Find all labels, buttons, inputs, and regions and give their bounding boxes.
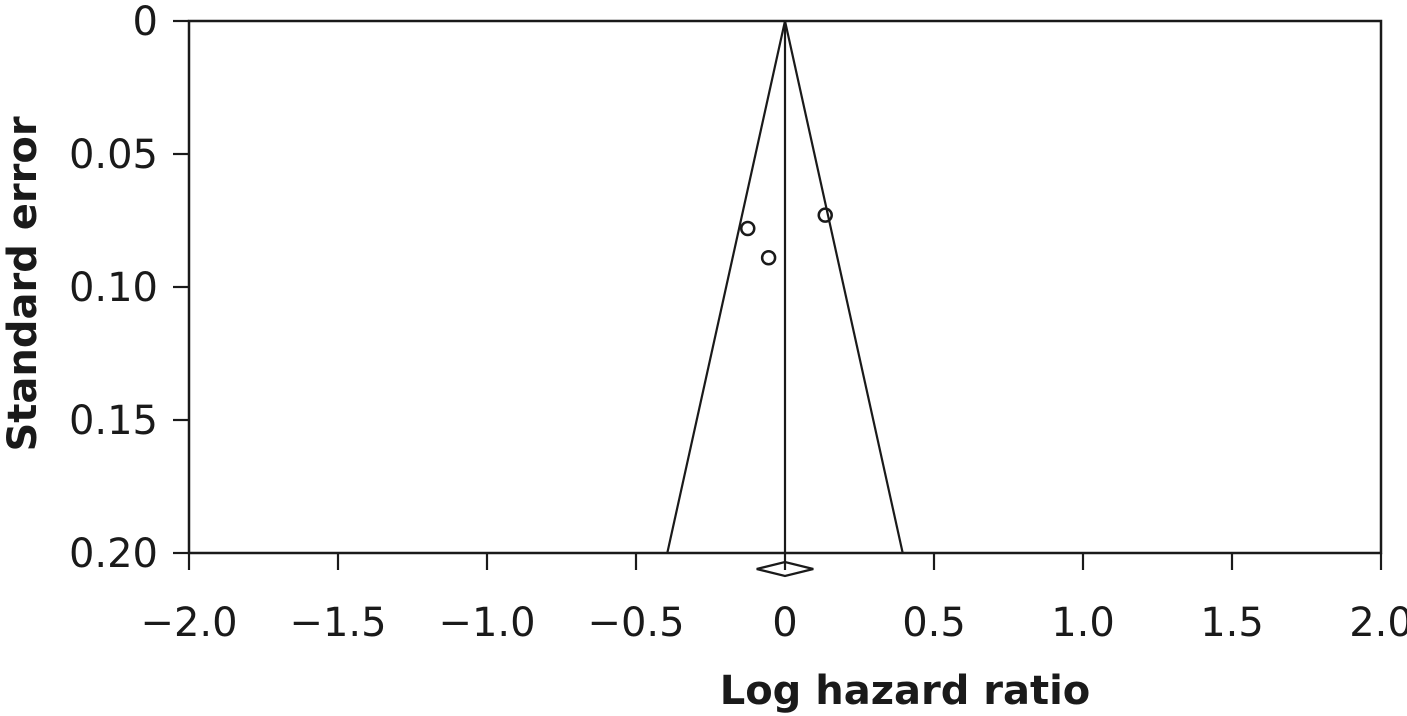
x-axis-title: Log hazard ratio [720,668,1091,714]
x-axis: −2.0 −1.5 −1.0 −0.5 0 0.5 1.0 1.5 2.0 [140,553,1407,646]
study-point-2 [760,249,777,266]
x-tick-label: −1.0 [438,600,535,646]
y-tick-label: 0.10 [69,265,158,311]
y-tick-label: 0.05 [69,132,158,178]
y-tick-label: 0.15 [69,398,158,444]
funnel-right-limit [783,20,904,554]
x-tick-label: 1.5 [1200,600,1264,646]
x-tick-label: 1.0 [1051,600,1115,646]
x-tick-label: 0.5 [902,600,966,646]
study-point-3 [817,207,833,223]
x-tick-label: 2.0 [1349,600,1407,646]
x-tick-label: −1.5 [289,600,386,646]
y-tick-label: 0 [133,0,158,45]
funnel-left-limit [666,20,787,554]
study-points [740,207,833,266]
y-axis: 0 0.05 0.10 0.15 0.20 [69,0,189,577]
x-tick-label: −2.0 [140,600,237,646]
x-tick-label: 0 [772,600,797,646]
study-point-1 [740,220,756,237]
funnel-region [666,20,904,554]
y-tick-label: 0.20 [69,531,158,577]
x-tick-label: −0.5 [587,600,684,646]
y-axis-title: Standard error [0,116,46,451]
